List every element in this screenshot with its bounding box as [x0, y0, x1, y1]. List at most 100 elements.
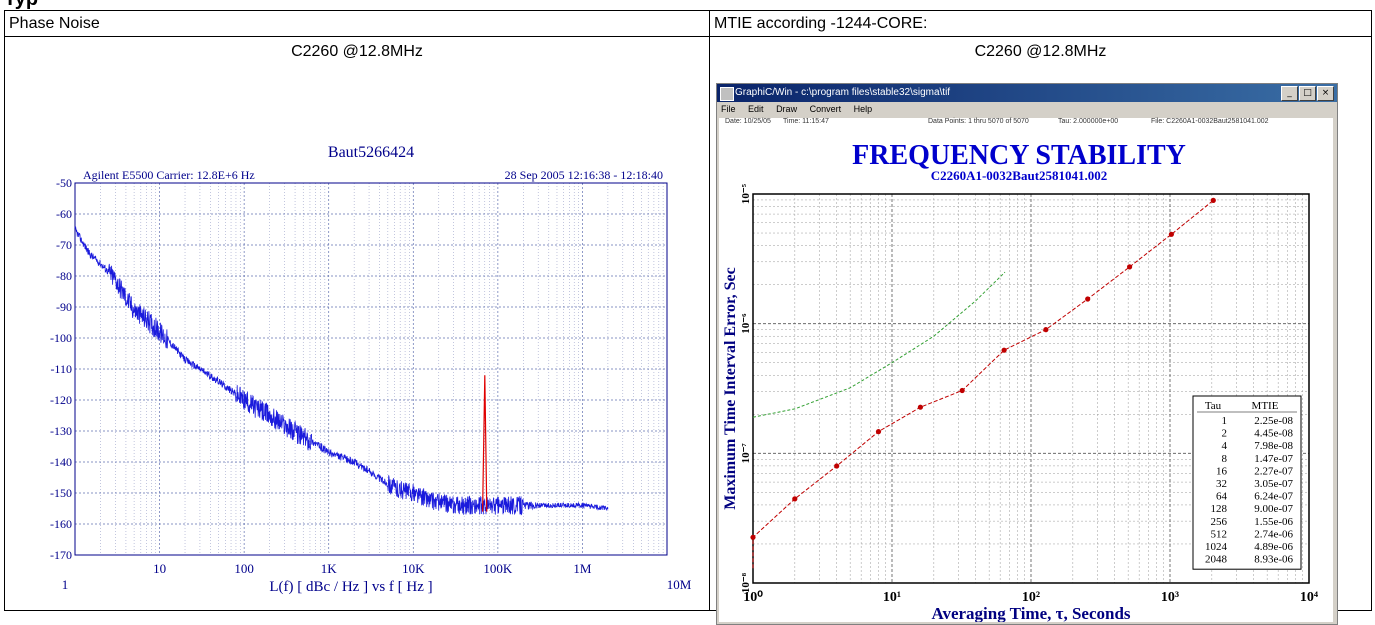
x-tick-label: 100K [483, 561, 513, 576]
mtie-point [875, 429, 882, 435]
menu-help[interactable]: Help [853, 104, 873, 114]
y-tick-label: 10⁻⁷ [740, 443, 752, 464]
maximize-button[interactable]: □ [1299, 86, 1316, 101]
y-tick-label: 10⁻⁸ [740, 572, 752, 593]
x-tick-label: 10 [153, 561, 166, 576]
info-time: Time: 11:15:47 [783, 118, 829, 125]
info-date: Date: 10/25/05 [725, 118, 771, 125]
x-tick-label: 10K [402, 561, 425, 576]
x-axis-label: Averaging Time, τ, Seconds [931, 604, 1130, 622]
info-tau: Tau: 2.000000e+00 [1058, 118, 1119, 125]
legend-mtie-value: 4.89e-06 [1254, 541, 1293, 553]
legend-tau-value: 16 [1216, 465, 1228, 477]
legend-tau-value: 8 [1222, 453, 1228, 465]
menu-convert[interactable]: Convert [809, 104, 842, 114]
y-tick-label: 10⁻⁶ [740, 313, 752, 334]
info-file: File: C2260A1-0032Baut2581041.002 [1151, 118, 1269, 125]
frequency-stability-chart: FREQUENCY STABILITYC2260A1-0032Baut25810… [722, 140, 1319, 622]
x-tick-label: 10⁰ [743, 590, 763, 605]
legend-mtie-value: 8.93e-06 [1254, 554, 1293, 566]
x-axis-label: L(f) [ dBc / Hz ] vs f [ Hz ] [269, 579, 432, 595]
window-canvas: Date: 10/25/05 Time: 11:15:47 Data Point… [719, 118, 1333, 622]
app-icon [720, 87, 734, 101]
y-tick-label: -110 [50, 362, 72, 376]
x-tick-label: 10M [667, 577, 692, 592]
legend-mtie-value: 2.27e-07 [1254, 465, 1293, 477]
mtie-point [1085, 296, 1091, 302]
legend-tau-value: 512 [1211, 528, 1228, 540]
timestamp-label: 28 Sep 2005 12:16:38 - 12:18:40 [505, 168, 663, 182]
stability-subtitle: C2260A1-0032Baut2581041.002 [931, 168, 1108, 183]
phase-noise-cell: C2260 @12.8MHz Baut5266424 Agilent E5500 … [4, 36, 710, 611]
mtie-point [1001, 347, 1007, 353]
x-tick-label: 10² [1022, 590, 1040, 605]
y-tick-label: -50 [56, 176, 72, 190]
y-tick-label: -140 [50, 455, 72, 469]
y-tick-label: -100 [50, 331, 72, 345]
y-tick-label: -60 [56, 207, 72, 221]
spur-trace [482, 375, 488, 512]
legend-tau-value: 2 [1222, 428, 1228, 440]
mtie-point [750, 534, 756, 540]
legend-tau-value: 2048 [1205, 554, 1228, 566]
mtie-point [792, 496, 798, 502]
legend-mtie-value: 9.00e-07 [1254, 503, 1293, 515]
window-title: GraphiC/Win - c:\program files\stable32\… [735, 87, 951, 98]
legend-mtie-value: 4.45e-08 [1254, 428, 1293, 440]
stability-title: FREQUENCY STABILITY [852, 140, 1186, 171]
x-tick-label: 100 [234, 561, 254, 576]
window-menubar: File Edit Draw Convert Help [717, 102, 1337, 117]
phase-noise-trace [74, 226, 609, 516]
mtie-header: MTIE according -1244-CORE: [709, 10, 1372, 37]
legend-mtie-value: 2.25e-08 [1254, 415, 1293, 427]
legend-mtie-value: 6.24e-07 [1254, 491, 1293, 503]
phase-noise-chart: Baut5266424 Agilent E5500 Carrier: 12.8E+… [50, 144, 692, 595]
mtie-cell: C2260 @12.8MHz GraphiC/Win - c:\program … [709, 36, 1372, 625]
x-tick-label: 1 [62, 577, 69, 592]
legend-tau-value: 1 [1222, 415, 1228, 427]
mtie-point [1210, 197, 1216, 203]
x-tick-label: 1K [321, 561, 338, 576]
x-tick-label: 1M [573, 561, 592, 576]
legend-mtie-value: 1.55e-06 [1254, 516, 1293, 528]
y-tick-label: -120 [50, 393, 72, 407]
menu-file[interactable]: File [721, 104, 736, 114]
mtie-point [917, 404, 923, 410]
mtie-point [959, 387, 965, 394]
legend-tau-value: 128 [1211, 503, 1228, 515]
info-bar: Date: 10/25/05 Time: 11:15:47 Data Point… [723, 118, 1329, 128]
mtie-point [1168, 231, 1174, 237]
y-tick-label: -170 [50, 548, 72, 562]
x-tick-label: 10³ [1161, 590, 1179, 605]
y-tick-label: -90 [56, 300, 72, 314]
mtie-point [834, 463, 840, 469]
mtie-curve [752, 200, 1214, 569]
legend-mtie-value: 2.74e-06 [1254, 528, 1293, 540]
mtie-point [1127, 264, 1133, 270]
instrument-label: Agilent E5500 Carrier: 12.8E+6 Hz [83, 168, 255, 182]
menu-draw[interactable]: Draw [776, 104, 798, 114]
legend-header-tau: Tau [1205, 400, 1222, 412]
legend-mtie-value: 7.98e-08 [1254, 440, 1293, 452]
legend-tau-value: 32 [1216, 478, 1227, 490]
window-titlebar[interactable]: GraphiC/Win - c:\program files\stable32\… [717, 84, 1337, 102]
phase-noise-subtitle: C2260 @12.8MHz [291, 43, 423, 60]
y-tick-label: -130 [50, 424, 72, 438]
y-tick-label: -70 [56, 238, 72, 252]
close-button[interactable]: × [1317, 86, 1334, 101]
y-tick-label: -160 [50, 517, 72, 531]
info-data-points: Data Points: 1 thru 5070 of 5070 [928, 118, 1029, 125]
menu-edit[interactable]: Edit [748, 104, 764, 114]
legend-box [1192, 395, 1302, 570]
phase-noise-header: Phase Noise [4, 10, 710, 37]
legend-tau-value: 256 [1211, 516, 1228, 528]
section-heading-fragment: Typ [4, 0, 38, 9]
minimize-button[interactable]: _ [1281, 86, 1298, 101]
x-tick-label: 10⁴ [1300, 590, 1319, 605]
legend-tau-value: 1024 [1205, 541, 1228, 553]
mtie-point [1043, 327, 1049, 333]
layout-table: Phase Noise MTIE according -1244-CORE: C… [4, 10, 1372, 625]
mask-curve [752, 271, 1006, 418]
y-tick-label: 10⁻⁵ [740, 183, 752, 204]
y-axis-label: Maximum Time Interval Error, Sec [722, 267, 739, 510]
